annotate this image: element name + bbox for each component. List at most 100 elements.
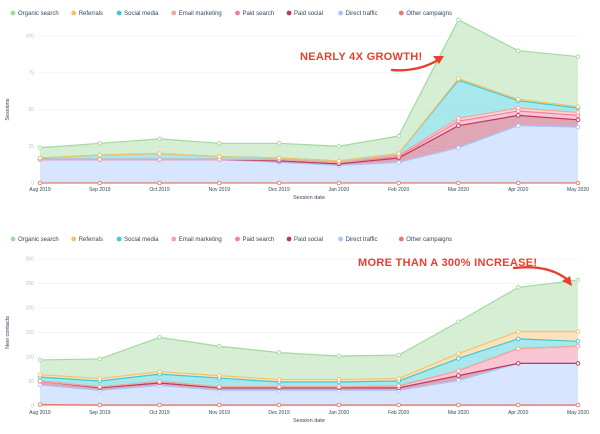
x-axis-label: Session date: [293, 195, 325, 201]
x-tick-label: Mar 2020: [448, 187, 469, 193]
legend-label: Direct traffic: [346, 11, 378, 17]
legend-item-email-marketing: Email marketing: [171, 10, 222, 17]
line-referrals: [39, 77, 579, 162]
point-other-campaigns: [276, 180, 282, 186]
point-other-campaigns: [396, 180, 401, 186]
area-organic-search: [40, 280, 578, 380]
legend-swatch: [286, 10, 292, 16]
point-email-marketing: [276, 384, 282, 390]
x-tick-label: Jan 2020: [329, 187, 350, 193]
point-other-campaigns: [157, 180, 162, 186]
point-email-marketing: [336, 384, 342, 390]
point-other-campaigns: [336, 402, 342, 408]
point-organic-search: [97, 356, 103, 362]
point-other-campaigns: [37, 180, 43, 186]
point-referrals: [396, 151, 401, 156]
point-organic-search: [336, 143, 342, 149]
point-referrals: [37, 372, 43, 377]
point-other-campaigns: [456, 402, 461, 408]
line-referrals: [39, 330, 578, 381]
point-referrals: [217, 154, 222, 159]
x-tick-label: Mar 2020: [448, 410, 469, 416]
point-referrals: [157, 151, 162, 156]
point-social-media: [515, 336, 521, 342]
legend-swatch: [235, 10, 240, 16]
legend-item-direct-traffic: Direct traffic: [338, 10, 378, 17]
legend-label: Direct traffic: [346, 237, 378, 243]
point-organic-search: [157, 335, 162, 340]
point-referrals: [37, 155, 43, 161]
legend-item-paid-search: Paid search: [235, 236, 274, 243]
line-social-media: [39, 338, 579, 383]
x-tick-label: Oct 2019: [149, 410, 170, 416]
x-tick-label: Sep 2019: [89, 410, 111, 416]
x-tick-label: Sep 2019: [89, 187, 111, 193]
legend-item-email-marketing: Email marketing: [171, 236, 222, 243]
legend-label: Other campaigns: [406, 237, 452, 243]
point-paid-social: [515, 361, 521, 366]
point-email-marketing: [157, 157, 162, 162]
point-paid-social: [575, 361, 581, 366]
point-organic-search: [336, 353, 342, 359]
legend-swatch: [116, 236, 122, 242]
line-email-marketing: [39, 345, 579, 388]
area-paid-social: [40, 115, 578, 166]
y-tick-label: 25: [28, 144, 34, 150]
point-organic-search: [515, 48, 521, 53]
point-referrals: [276, 155, 282, 161]
point-other-campaigns: [396, 402, 401, 408]
point-email-marketing: [575, 110, 581, 115]
legend-swatch: [171, 236, 177, 242]
point-organic-search: [456, 17, 461, 23]
y-tick-label: 300: [26, 257, 35, 263]
legend-label: Referrals: [79, 11, 103, 17]
legend-swatch: [10, 10, 16, 16]
line-email-marketing: [40, 107, 579, 164]
point-referrals: [97, 376, 103, 381]
x-tick-label: Aug 2019: [29, 410, 51, 416]
area-referrals: [40, 331, 578, 382]
x-tick-label: Aug 2019: [29, 187, 51, 193]
point-other-campaigns: [515, 402, 521, 408]
x-tick-label: Apr 2020: [508, 187, 529, 193]
legend-label: Email marketing: [179, 237, 222, 243]
point-social-media: [575, 339, 581, 344]
point-organic-search: [97, 141, 103, 146]
point-direct-traffic: [515, 123, 521, 128]
legend-label: Referrals: [79, 237, 103, 243]
x-tick-label: Oct 2019: [149, 187, 170, 193]
y-tick-label: 50: [28, 107, 34, 113]
legend-swatch: [338, 236, 343, 242]
line-organic-search: [39, 279, 579, 361]
point-referrals: [336, 158, 342, 164]
point-other-campaigns: [276, 402, 282, 408]
x-tick-label: Nov 2019: [209, 410, 231, 416]
x-axis-label: Session date: [293, 418, 325, 424]
point-other-campaigns: [37, 402, 43, 407]
legend-item-direct-traffic: Direct traffic: [338, 236, 378, 243]
legend-label: Organic search: [18, 237, 59, 243]
area-social-media: [40, 338, 578, 387]
point-organic-search: [276, 350, 282, 355]
legend-item-organic-search: Organic search: [10, 10, 59, 17]
point-organic-search: [157, 136, 162, 142]
point-organic-search: [575, 277, 581, 283]
point-paid-social: [456, 123, 461, 128]
point-referrals: [515, 329, 521, 334]
point-paid-social: [456, 373, 461, 378]
point-other-campaigns: [575, 402, 581, 408]
legend-swatch: [338, 10, 343, 16]
point-referrals: [575, 329, 581, 334]
point-email-marketing: [575, 343, 581, 349]
x-tick-label: Feb 2020: [388, 410, 409, 416]
point-referrals: [97, 152, 103, 158]
legend-item-referrals: Referrals: [71, 10, 103, 17]
sessions-chart: Organic search Referrals Social media Email…: [5, 10, 589, 201]
point-paid-social: [575, 117, 581, 123]
legend-item-paid-social: Paid social: [286, 236, 323, 243]
x-tick-label: Jan 2020: [329, 410, 350, 416]
y-tick-label: 75: [28, 70, 34, 76]
point-email-marketing: [396, 383, 401, 389]
annotation-arrowhead: [562, 276, 572, 286]
point-referrals: [456, 351, 461, 356]
